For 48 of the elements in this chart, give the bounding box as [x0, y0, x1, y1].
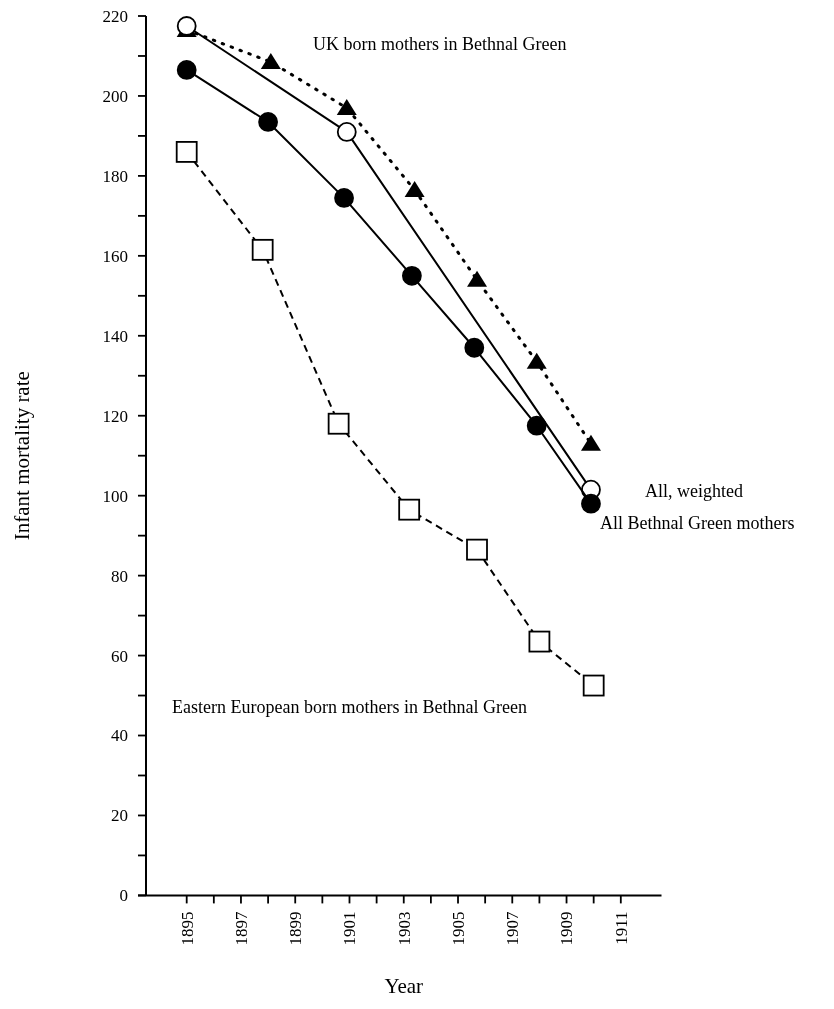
- point: [404, 180, 425, 197]
- y-tick-label: 0: [119, 886, 128, 906]
- point: [580, 434, 601, 451]
- point: [336, 98, 357, 115]
- y-tick-label: 120: [102, 406, 128, 426]
- x-axis-title: Year: [384, 974, 424, 998]
- x-tick-label: 1895: [177, 911, 197, 946]
- point: [467, 270, 488, 287]
- x-tick-label: 1907: [503, 910, 523, 946]
- text: All, weighted: [645, 481, 743, 501]
- text: Eastern European born mothers in Bethnal Green: [172, 697, 527, 717]
- x-tick-label: 1905: [448, 911, 468, 946]
- y-tick-label: 80: [111, 566, 128, 586]
- x-tick-label: 1909: [557, 911, 577, 946]
- point: [258, 112, 278, 132]
- x-tick-label: 1897: [231, 910, 251, 946]
- y-tick-label: 180: [102, 166, 128, 186]
- point: [526, 415, 547, 436]
- point: [582, 674, 605, 697]
- point: [260, 52, 281, 69]
- point: [401, 265, 422, 286]
- point: [251, 238, 274, 261]
- series-label: All Bethnal Green mothers: [600, 513, 795, 533]
- point: [176, 60, 197, 80]
- point: [466, 538, 488, 561]
- point: [528, 630, 551, 653]
- y-tick-label: 200: [102, 86, 128, 106]
- point: [336, 122, 357, 142]
- y-tick-label: 60: [111, 646, 128, 666]
- point: [175, 141, 198, 163]
- y-tick-label: 100: [102, 486, 128, 506]
- point: [334, 187, 354, 208]
- x-tick-label: 1903: [394, 911, 414, 946]
- y-axis-title: Infant mortality rate: [10, 371, 35, 541]
- y-tick-label: 140: [102, 326, 128, 346]
- point: [327, 412, 350, 435]
- x-tick-label: 1911: [611, 911, 631, 945]
- y-tick-label: 160: [102, 246, 128, 266]
- x-tick-label: 1899: [286, 911, 306, 946]
- point: [464, 337, 485, 358]
- point: [526, 352, 547, 369]
- y-tick-label: 40: [111, 726, 128, 746]
- series-label: UK born mothers in Bethnal Green: [313, 34, 567, 54]
- point: [581, 493, 601, 514]
- y-tick-label: 220: [102, 6, 128, 26]
- point: [398, 498, 421, 521]
- x-tick-label: 1901: [340, 911, 360, 946]
- y-tick-label: 20: [111, 806, 128, 826]
